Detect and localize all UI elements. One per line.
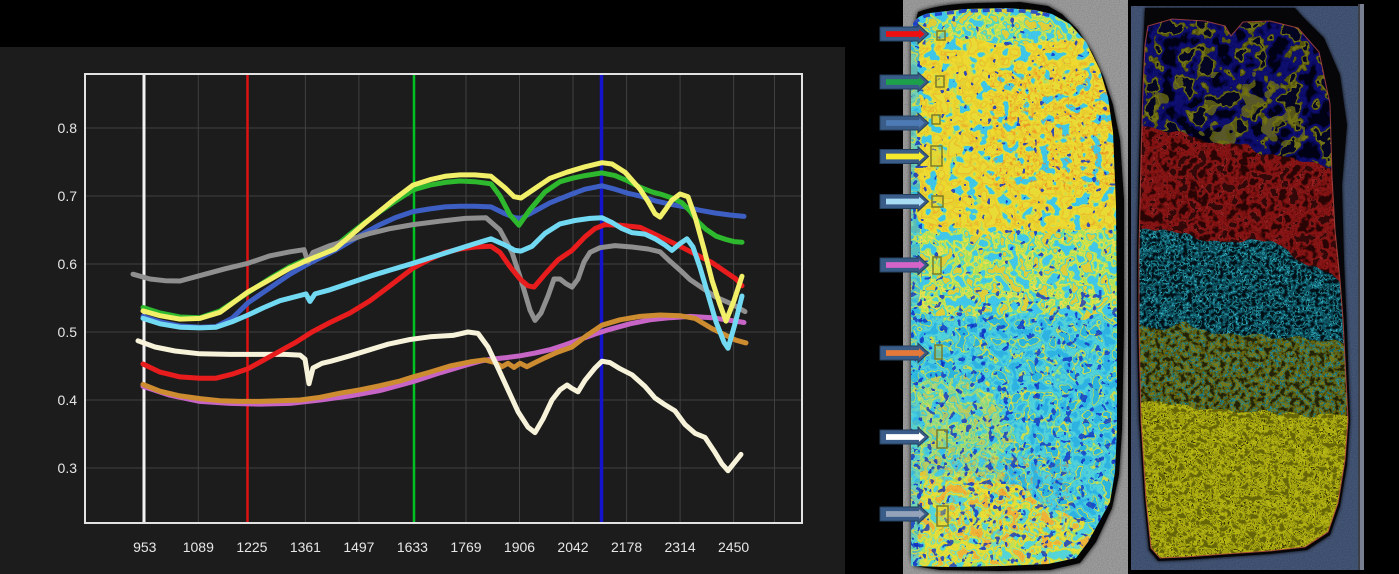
svg-text:0.5: 0.5 — [58, 324, 78, 340]
svg-text:1361: 1361 — [290, 539, 321, 555]
svg-text:1633: 1633 — [397, 539, 428, 555]
svg-text:0.4: 0.4 — [58, 392, 78, 408]
svg-text:2314: 2314 — [665, 539, 696, 555]
svg-text:2178: 2178 — [611, 539, 642, 555]
svg-text:0.6: 0.6 — [58, 256, 78, 272]
svg-text:1225: 1225 — [236, 539, 267, 555]
svg-text:0.7: 0.7 — [58, 188, 78, 204]
svg-text:1906: 1906 — [504, 539, 535, 555]
svg-text:1089: 1089 — [183, 539, 214, 555]
svg-text:0.3: 0.3 — [58, 460, 78, 476]
svg-text:0.8: 0.8 — [58, 120, 78, 136]
svg-text:1769: 1769 — [450, 539, 481, 555]
svg-text:2450: 2450 — [718, 539, 749, 555]
svg-text:953: 953 — [133, 539, 157, 555]
svg-text:1497: 1497 — [343, 539, 374, 555]
svg-text:2042: 2042 — [557, 539, 588, 555]
